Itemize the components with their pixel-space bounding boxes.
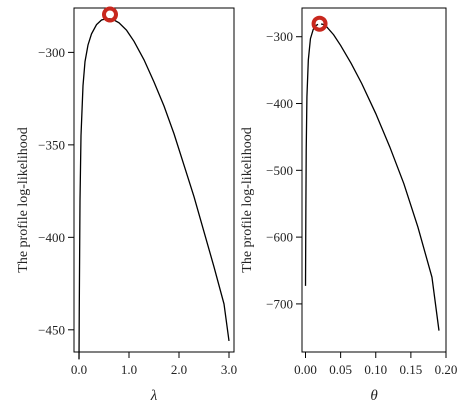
likelihood-curve bbox=[78, 18, 230, 360]
x-tick-label: 0.05 bbox=[329, 362, 352, 377]
x-tick-label: 0.20 bbox=[435, 362, 458, 377]
likelihood-curve bbox=[304, 23, 440, 331]
max-point-center bbox=[317, 22, 322, 26]
x-tick-label: 3.0 bbox=[221, 362, 237, 377]
x-tick-label: 0.0 bbox=[71, 362, 87, 377]
y-tick-label: −400 bbox=[266, 96, 293, 111]
y-tick-label: −400 bbox=[38, 230, 65, 245]
y-tick-label: −450 bbox=[38, 322, 65, 337]
y-tick-label: −500 bbox=[266, 163, 293, 178]
lambda-panel: 0.0 1.0 2.0 3.0 −300 −350 −400 −450 λ The profile… bbox=[16, 6, 237, 404]
x-tick-label: 0.15 bbox=[400, 362, 423, 377]
x-axis-label: λ bbox=[150, 388, 158, 404]
y-tick-label: −600 bbox=[266, 230, 293, 245]
x-tick-label: 0.00 bbox=[294, 362, 317, 377]
y-tick-label: −350 bbox=[38, 137, 65, 152]
x-axis-label: θ bbox=[370, 388, 378, 404]
theta-panel: 0.00 0.05 0.10 0.15 0.20 −300 −400 −500 −600 −700… bbox=[240, 7, 458, 404]
x-tick-label: 2.0 bbox=[171, 362, 187, 377]
y-axis-label: The profile log-likelihood bbox=[16, 127, 31, 272]
plot-frame bbox=[301, 7, 447, 353]
max-point-marker bbox=[311, 15, 328, 32]
y-axis-label: The profile log-likelihood bbox=[240, 127, 255, 272]
max-point-center bbox=[108, 12, 112, 17]
y-tick-label: −700 bbox=[266, 296, 293, 311]
x-tick-label: 0.10 bbox=[364, 362, 387, 377]
x-tick-label: 1.0 bbox=[121, 362, 137, 377]
max-point-marker bbox=[102, 6, 118, 23]
y-tick-label: −300 bbox=[38, 45, 65, 60]
plot-frame bbox=[73, 7, 235, 353]
y-tick-label: −300 bbox=[266, 29, 293, 44]
